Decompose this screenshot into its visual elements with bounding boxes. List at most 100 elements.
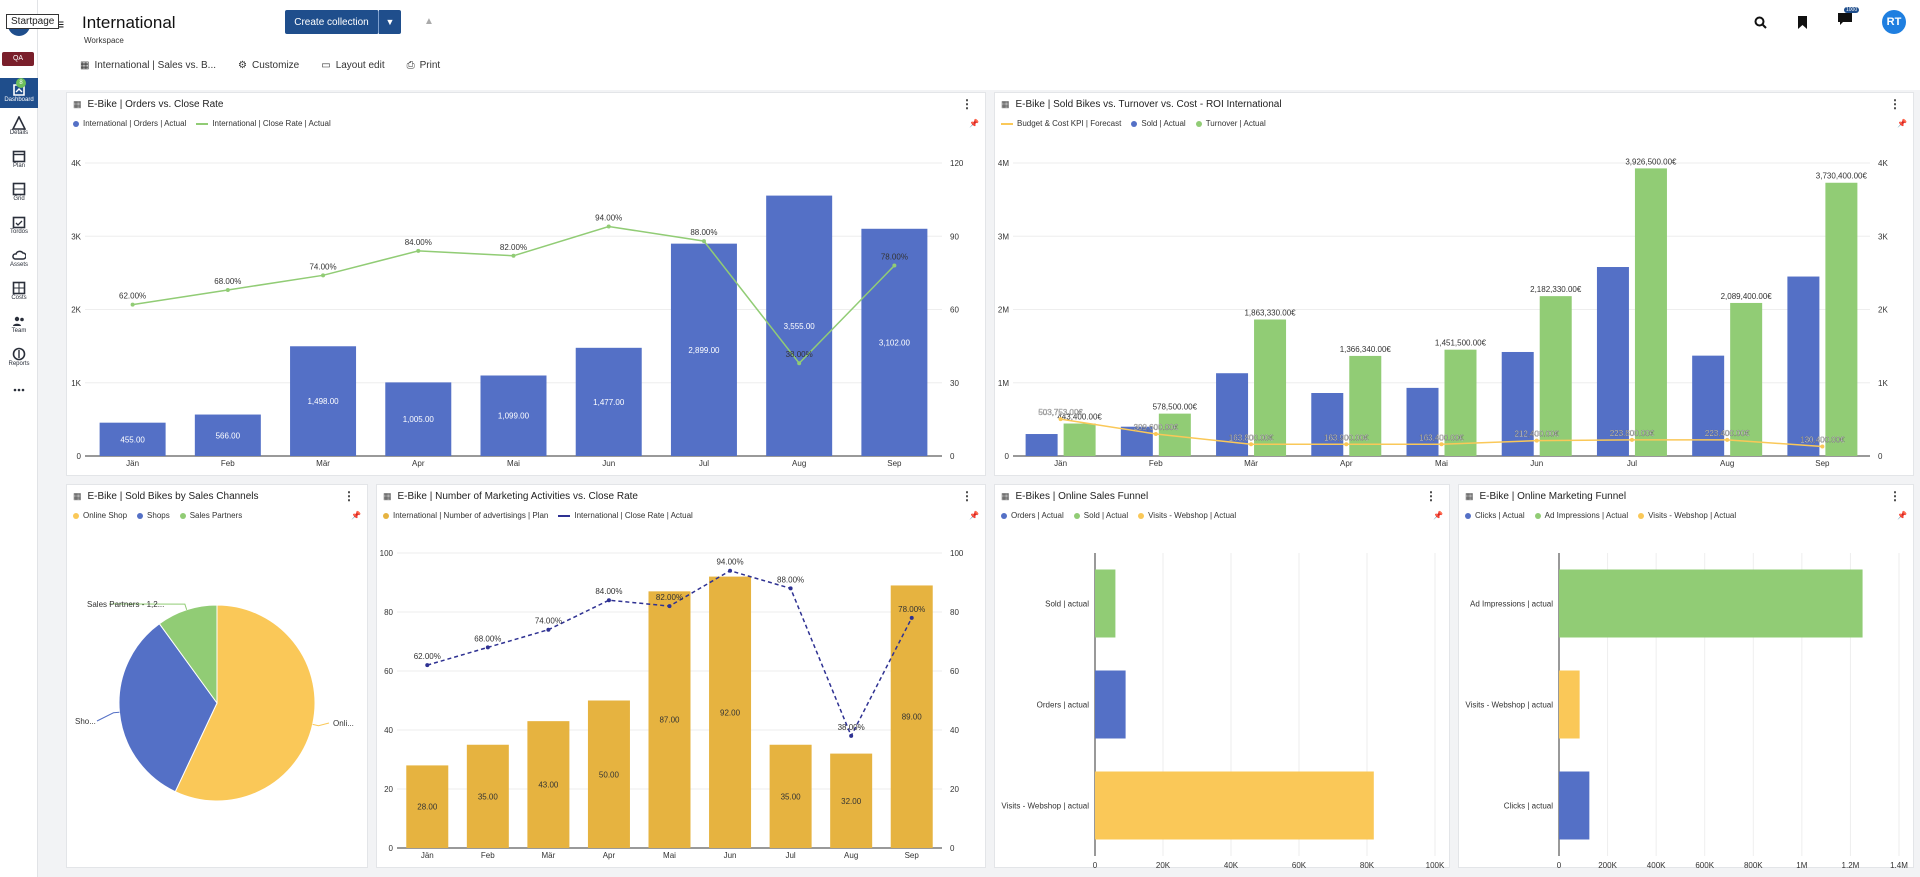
table-icon[interactable]: ▦	[73, 490, 82, 501]
legend-item[interactable]: Sold | Actual	[1073, 511, 1128, 520]
table-icon[interactable]: ▦	[1001, 98, 1010, 109]
view-selector[interactable]: ▦ International | Sales vs. B...	[80, 60, 216, 71]
legend-item[interactable]: Sold | Actual	[1131, 119, 1186, 128]
panel-menu-icon[interactable]: ⋮	[961, 489, 973, 503]
notifications-button[interactable]: 1000	[1838, 7, 1860, 31]
legend-item[interactable]: International | Close Rate | Actual	[196, 119, 331, 128]
view-selector-label: International | Sales vs. B...	[94, 60, 217, 71]
panel-menu-icon[interactable]: ⋮	[1889, 489, 1901, 503]
table-icon	[12, 281, 26, 295]
turnover-data-label: 2,182,330.00€	[1530, 285, 1582, 294]
y2-tick-label: 0	[950, 452, 955, 461]
sidebar-item-plan[interactable]: Plan	[0, 144, 38, 174]
qa-badge: QA	[2, 52, 34, 66]
panel-menu-icon[interactable]: ⋮	[1425, 489, 1437, 503]
bar-data-label: 1,005.00	[403, 415, 435, 424]
customize-label: Customize	[251, 60, 300, 71]
table-icon[interactable]: ▦	[1001, 490, 1010, 501]
turnover-bar	[1349, 355, 1382, 456]
sidebar-item-label: Details	[9, 130, 29, 136]
line-point	[667, 604, 672, 609]
sidebar-item-grid[interactable]: Grid	[0, 177, 38, 207]
legend-item[interactable]: Visits - Webshop | Actual	[1138, 511, 1236, 520]
bookmark-icon[interactable]	[1797, 15, 1808, 29]
y2-tick-label: 2K	[1878, 306, 1888, 315]
x-tick-label: 200K	[1598, 861, 1617, 869]
panel-marketing-activities: ▦ E-Bike | Number of Marketing Activities…	[376, 484, 986, 868]
sidebar-item-dashboard[interactable]: Dashboard 8	[0, 78, 38, 108]
pin-icon[interactable]: 📌	[351, 511, 361, 520]
legend-item[interactable]: International | Number of advertisings |…	[383, 511, 548, 520]
sidebar-item-tordos[interactable]: Tordos	[0, 210, 38, 240]
marketing-activities-chart: 0 0 20 20 40 40 60 60 80 80 100 100 28.00 Jän 35.00 Feb…	[380, 549, 964, 860]
sidebar-item-reports[interactable]: Reports	[0, 342, 38, 372]
legend-item[interactable]: Shops	[137, 511, 170, 520]
x-tick-label: Aug	[844, 851, 858, 860]
turnover-data-label: 2,089,400.00€	[1721, 292, 1773, 301]
sidebar-item-costs[interactable]: Costs	[0, 276, 38, 306]
sidebar-item-team[interactable]: Team	[0, 309, 38, 339]
line-data-label: 82.00%	[500, 243, 527, 252]
sidebar-item-details[interactable]: Details	[0, 111, 38, 141]
print-button[interactable]: ⎙ Print	[407, 60, 441, 71]
line-data-label: 68.00%	[214, 277, 241, 286]
legend-item[interactable]: Budget & Cost KPI | Forecast	[1001, 119, 1121, 128]
legend-item[interactable]: Sales Partners	[179, 511, 242, 520]
line-point	[1629, 437, 1634, 442]
funnel-bar	[1559, 771, 1590, 840]
sidebar-item-assets[interactable]: Assets	[0, 243, 38, 273]
line-data-label: 82.00%	[656, 593, 683, 602]
table-icon[interactable]: ▦	[383, 490, 392, 501]
layout-edit-button[interactable]: ▭ Layout edit	[321, 60, 384, 71]
line-data-label: 68.00%	[474, 634, 501, 643]
pin-icon[interactable]: 📌	[1897, 119, 1907, 128]
panel-header: ▦ E-Bikes | Online Sales Funnel	[995, 485, 1449, 507]
kpi-data-label: 130,400.00€	[1800, 435, 1845, 444]
pin-icon[interactable]: 📌	[1433, 511, 1443, 520]
legend-item[interactable]: International | Orders | Actual	[73, 119, 186, 128]
line-point	[416, 248, 421, 253]
legend-item[interactable]: Visits - Webshop | Actual	[1638, 511, 1736, 520]
panel-menu-icon[interactable]: ⋮	[1889, 97, 1901, 111]
layout-icon: ▭	[321, 60, 331, 71]
legend-item[interactable]: Clicks | Actual	[1465, 511, 1525, 520]
x-tick-label: 0	[1093, 861, 1098, 869]
legend-item[interactable]: Ad Impressions | Actual	[1534, 511, 1628, 520]
legend-dot-icon	[1138, 512, 1145, 519]
table-icon[interactable]: ▦	[73, 98, 82, 109]
legend-dot-icon	[1195, 120, 1202, 127]
bar-data-label: 35.00	[781, 792, 802, 801]
y-tick-label: 3K	[71, 232, 81, 241]
x-tick-label: Mai	[1435, 459, 1448, 468]
panel-menu-icon[interactable]: ⋮	[961, 97, 973, 111]
panel-menu-icon[interactable]: ⋮	[343, 489, 355, 503]
pin-icon[interactable]: 📌	[1897, 511, 1907, 520]
line-data-label: 78.00%	[898, 605, 925, 614]
x-tick-label: Feb	[221, 459, 235, 468]
hamburger-menu-icon[interactable]: ≡	[56, 16, 65, 32]
create-collection-button[interactable]: Create collection	[285, 10, 379, 34]
line-data-label: 38.00%	[838, 723, 865, 732]
legend-item[interactable]: Turnover | Actual	[1195, 119, 1266, 128]
customize-button[interactable]: ⚙ Customize	[238, 60, 299, 71]
legend-item[interactable]: International | Close Rate | Actual	[558, 511, 693, 520]
legend-item[interactable]: Orders | Actual	[1001, 511, 1064, 520]
legend-label: Clicks | Actual	[1475, 511, 1525, 520]
pin-icon[interactable]: 📌	[969, 119, 979, 128]
sidebar-item-[interactable]	[0, 375, 38, 405]
line-point	[1439, 442, 1444, 447]
y-tick-label: 1K	[71, 379, 81, 388]
legend-item[interactable]: Online Shop	[73, 511, 127, 520]
kpi-data-label: 223,400.00€	[1705, 429, 1750, 438]
pin-icon[interactable]: 📌	[969, 511, 979, 520]
table-icon[interactable]: ▦	[1465, 490, 1474, 501]
create-collection-dropdown-button[interactable]: ▼	[379, 10, 401, 34]
bar	[587, 700, 630, 848]
bell-icon[interactable]: ▲	[424, 16, 434, 27]
kpi-data-label: 223,800.00€	[1610, 429, 1655, 438]
avatar[interactable]: RT	[1882, 10, 1906, 34]
panel-title: E-Bike | Online Marketing Funnel	[1479, 490, 1627, 502]
search-icon[interactable]	[1754, 16, 1767, 29]
x-tick-label: Jul	[1627, 459, 1637, 468]
bar-data-label: 566.00	[216, 431, 241, 440]
